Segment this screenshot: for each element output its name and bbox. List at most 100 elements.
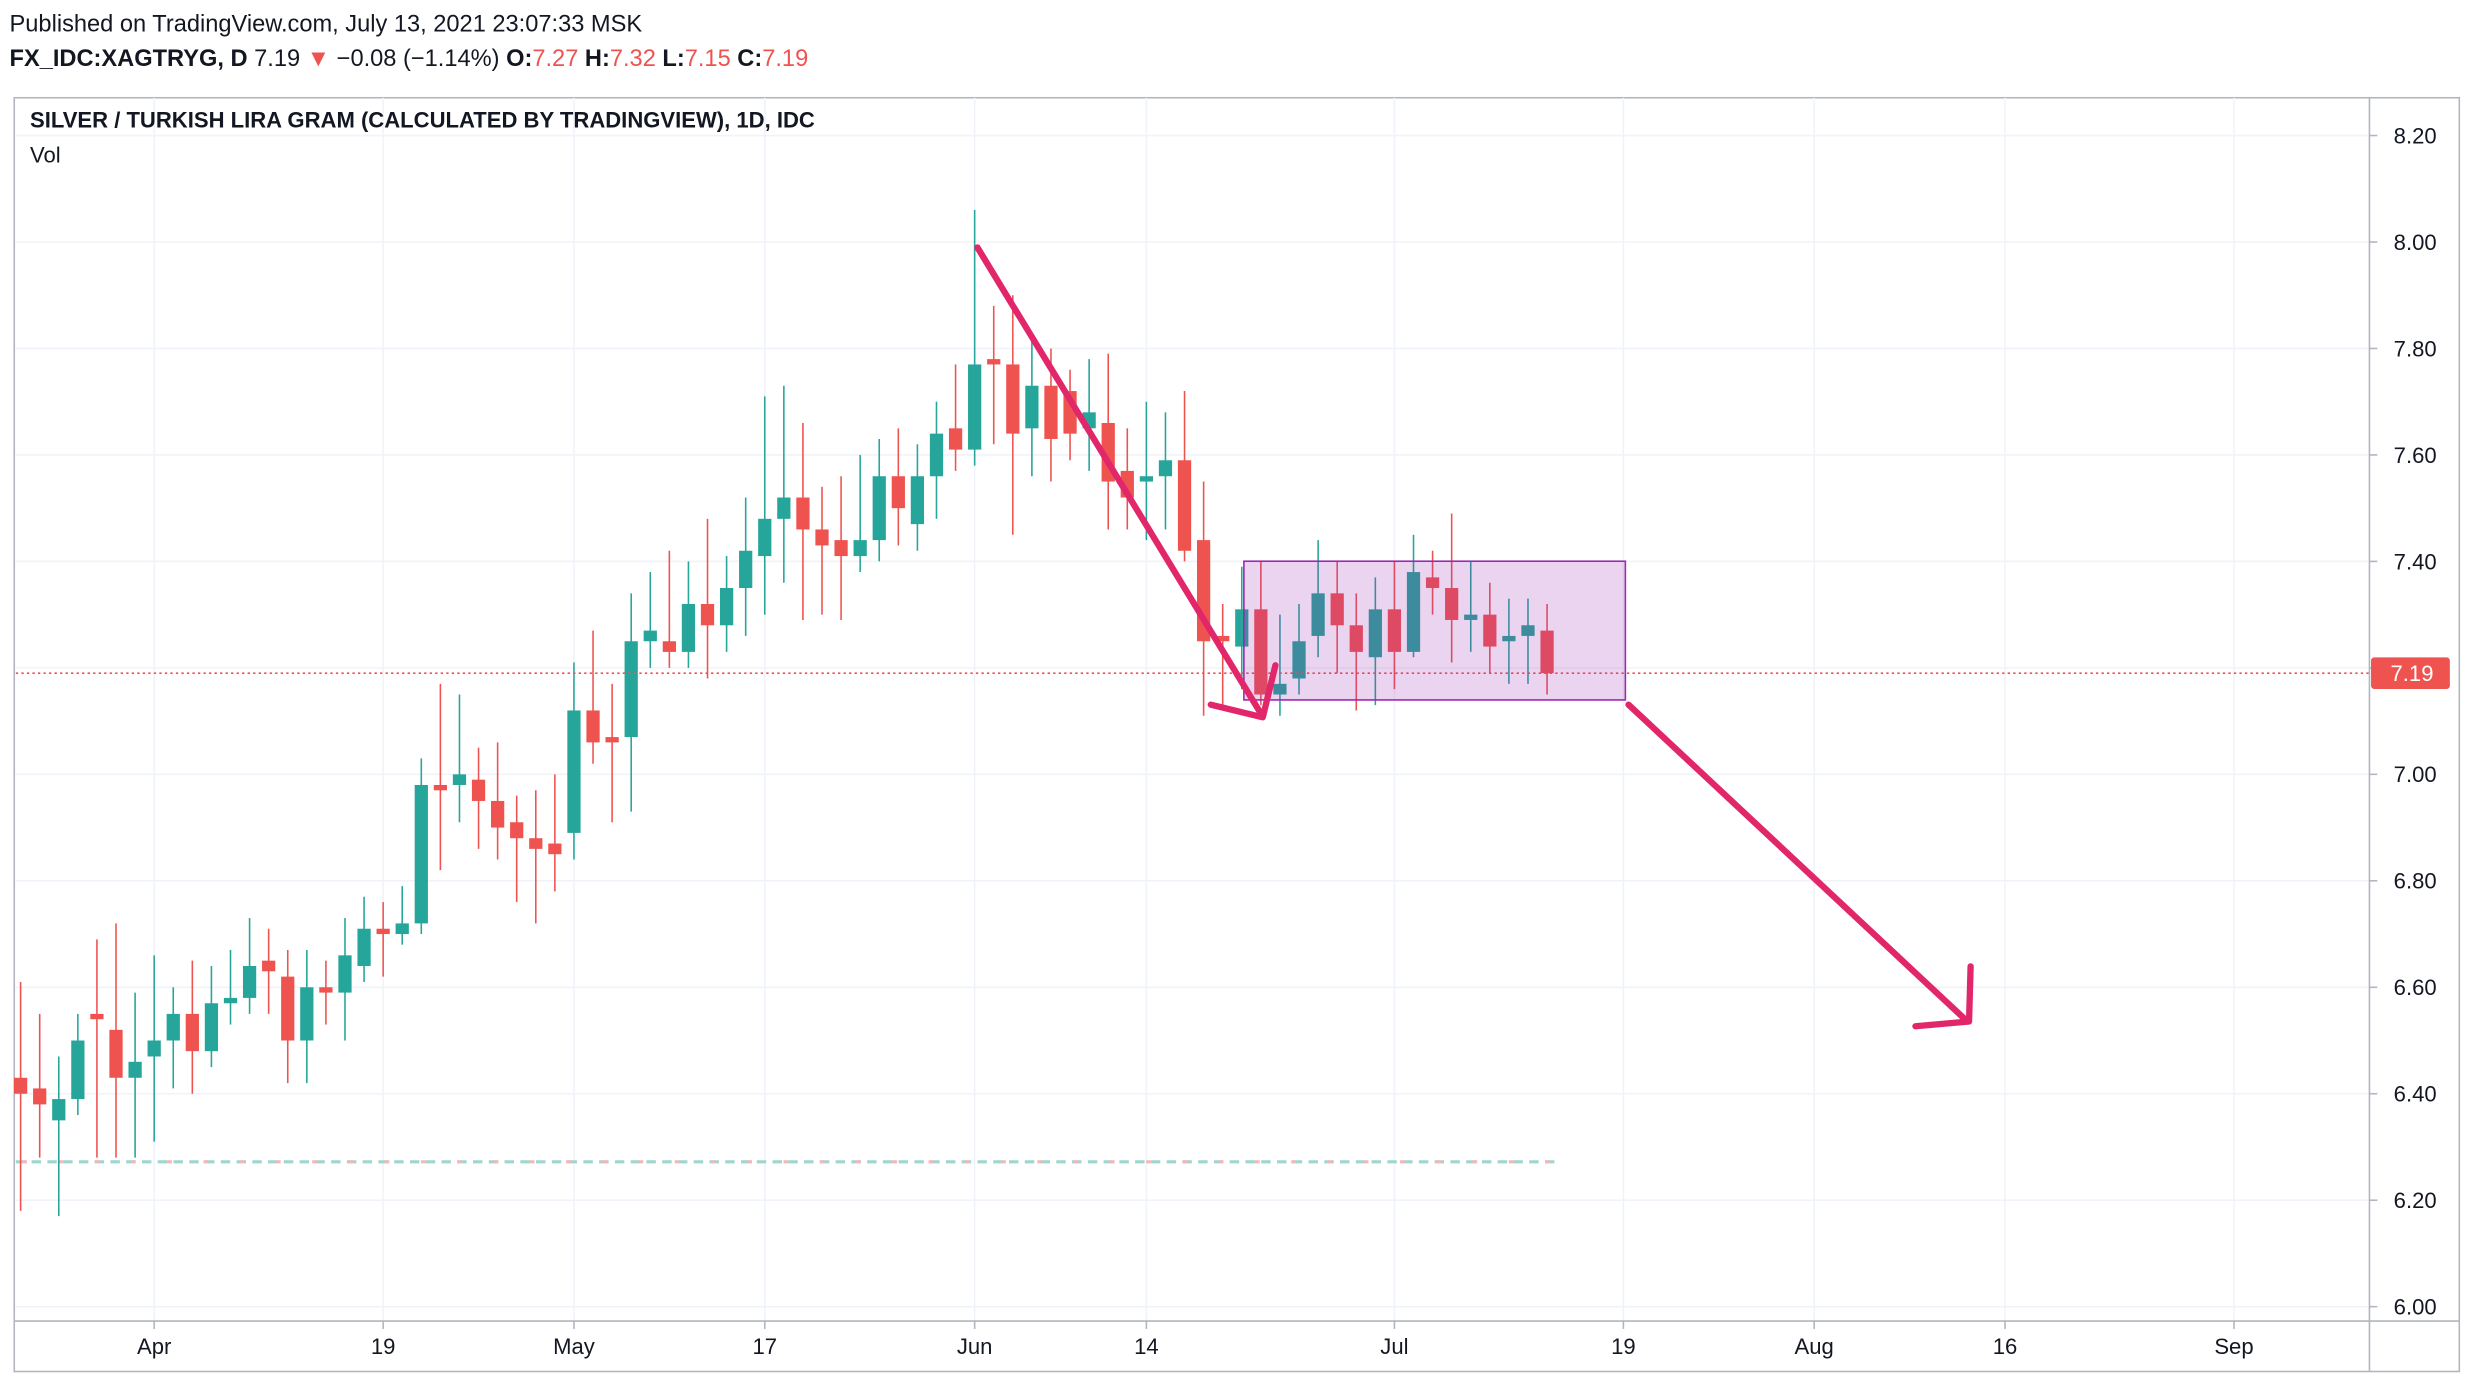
candle-body <box>109 1029 123 1078</box>
candle-body <box>1177 460 1192 551</box>
candle-body <box>1521 625 1535 636</box>
candle-body <box>338 955 352 993</box>
candle-body <box>319 987 333 993</box>
y-tick-label: 6.80 <box>2394 869 2437 894</box>
candle-body <box>910 476 925 525</box>
candle-body <box>815 529 829 546</box>
x-tick-label: May <box>553 1334 595 1359</box>
candle-body <box>376 928 390 935</box>
change-arrow: ▼ <box>307 46 330 72</box>
candle-body <box>834 540 848 557</box>
symbol-legend: FX_IDC:XAGTRYG, D 7.19 ▼ −0.08 (−1.14%) … <box>10 46 809 72</box>
candle-body <box>1368 609 1382 658</box>
candle-body <box>357 928 371 966</box>
arrow-head-1 <box>1207 662 1279 721</box>
candle-body <box>1292 641 1306 679</box>
y-tick-label: 7.00 <box>2394 762 2437 787</box>
candle-body <box>929 433 944 477</box>
x-tick-label: Sep <box>2214 1334 2253 1359</box>
candle-body <box>1540 630 1554 674</box>
y-tick-label: 6.20 <box>2394 1188 2437 1213</box>
candle-body <box>948 428 963 450</box>
study-title: Vol <box>30 142 61 167</box>
y-tick-label: 7.80 <box>2394 336 2437 361</box>
open-value: 7.27 <box>532 46 578 72</box>
x-tick-label: Aug <box>1795 1334 1834 1359</box>
candle-body <box>395 923 409 935</box>
candle-body <box>71 1040 85 1100</box>
open-label: O: <box>506 46 532 72</box>
candle-body <box>1216 635 1230 642</box>
candle-body <box>1158 460 1173 477</box>
candle-body <box>1502 635 1516 642</box>
candle-body <box>1006 364 1020 434</box>
candle-body <box>223 997 238 1004</box>
change: −0.08 (−1.14%) <box>337 46 500 72</box>
candle-body <box>605 737 619 743</box>
candle-body <box>529 838 543 849</box>
candle-body <box>739 550 753 589</box>
candle-body <box>1445 588 1459 620</box>
close-label: C: <box>737 46 762 72</box>
candle-body <box>33 1088 47 1105</box>
drawn-arrows <box>974 244 1974 1030</box>
low-value: 7.15 <box>685 46 731 72</box>
candle-body <box>700 603 715 626</box>
x-tick-label: Apr <box>137 1334 171 1359</box>
y-tick-label: 7.40 <box>2394 549 2437 574</box>
candle-body <box>433 784 448 791</box>
x-tick-label: 14 <box>1134 1334 1159 1359</box>
arrow-down-1 <box>974 244 1265 718</box>
y-tick-label: 7.60 <box>2394 443 2437 468</box>
low-label: L: <box>662 46 684 72</box>
candle-body <box>987 359 1001 365</box>
x-tick-label: 16 <box>1993 1334 2018 1359</box>
candle-body <box>128 1061 142 1078</box>
candle-body <box>586 710 600 743</box>
y-tick-label: 8.20 <box>2394 123 2437 148</box>
candle-body <box>52 1099 66 1121</box>
high-value: 7.32 <box>610 46 656 72</box>
candle-body <box>13 1077 28 1094</box>
candle-body <box>1235 609 1249 647</box>
candle-body <box>643 630 657 642</box>
high-label: H: <box>585 46 610 72</box>
candle-body <box>147 1040 161 1057</box>
arrow-down-2 <box>1625 701 1971 1025</box>
candle-body <box>777 497 791 519</box>
arrow-head-2 <box>1912 963 1974 1030</box>
published-note: Published on TradingView.com, July 13, 2… <box>10 12 643 38</box>
candle-body <box>300 987 314 1041</box>
close-value: 7.19 <box>762 46 808 72</box>
grid-layer <box>15 97 2378 1329</box>
frame <box>13 96 2461 1373</box>
candle-body <box>90 1013 104 1020</box>
symbol: FX_IDC:XAGTRYG, D <box>10 46 248 72</box>
candle-body <box>567 710 581 833</box>
candle-body <box>1387 609 1402 652</box>
range-box <box>1243 560 1627 701</box>
candle-body <box>204 1003 219 1052</box>
candle-body <box>681 603 696 652</box>
candle-body <box>1311 593 1325 636</box>
last-price-tag <box>2371 657 2450 689</box>
candle-body <box>491 800 505 828</box>
candle-body <box>1425 577 1440 589</box>
x-tick-label: 19 <box>1611 1334 1636 1359</box>
candle-body <box>719 588 734 626</box>
candle-body <box>471 779 486 801</box>
x-tick-label: Jul <box>1380 1334 1408 1359</box>
last-price-label: 7.19 <box>2391 661 2434 686</box>
y-tick-label: 6.60 <box>2394 975 2437 1000</box>
chart-title: SILVER / TURKISH LIRA GRAM (CALCULATED B… <box>30 108 815 133</box>
x-tick-label: 17 <box>752 1334 777 1359</box>
candle-body <box>968 364 982 450</box>
candle-body <box>242 965 257 998</box>
candle-body <box>452 774 467 785</box>
candle-body <box>624 641 638 738</box>
candle-body <box>185 1013 199 1052</box>
x-tick-label: 19 <box>371 1334 396 1359</box>
candle-body <box>891 476 905 509</box>
candle-body <box>796 497 810 530</box>
